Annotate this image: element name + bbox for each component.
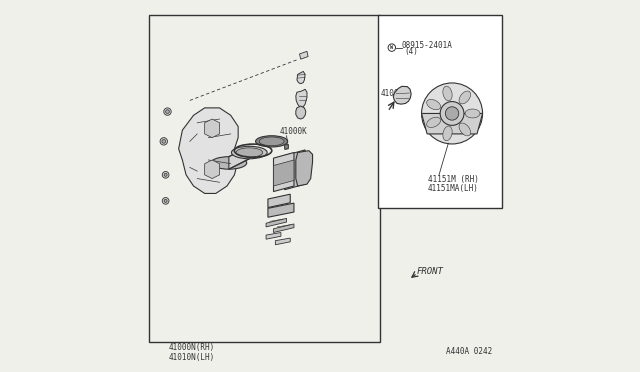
Text: 41000A: 41000A [381, 89, 409, 98]
Ellipse shape [160, 138, 168, 145]
Polygon shape [296, 151, 312, 186]
Polygon shape [296, 89, 307, 108]
Text: 41000K: 41000K [280, 127, 308, 136]
Text: A440A 0242: A440A 0242 [447, 347, 493, 356]
Text: 41151MA(LH): 41151MA(LH) [428, 184, 479, 193]
Polygon shape [297, 71, 305, 84]
Polygon shape [296, 106, 306, 119]
Polygon shape [378, 15, 502, 208]
Ellipse shape [164, 199, 167, 202]
Polygon shape [275, 238, 291, 245]
Ellipse shape [166, 110, 170, 113]
Text: (4): (4) [404, 47, 419, 56]
Polygon shape [268, 203, 294, 217]
Text: FRONT: FRONT [417, 267, 444, 276]
Ellipse shape [211, 157, 246, 169]
Polygon shape [273, 224, 294, 232]
Polygon shape [273, 153, 294, 192]
Polygon shape [285, 150, 305, 190]
Ellipse shape [232, 146, 267, 159]
Text: 41000N(RH): 41000N(RH) [168, 343, 215, 352]
Polygon shape [205, 119, 220, 138]
Ellipse shape [465, 109, 480, 118]
Polygon shape [300, 51, 308, 59]
Ellipse shape [236, 148, 262, 157]
Ellipse shape [285, 145, 289, 148]
Polygon shape [268, 194, 291, 208]
Ellipse shape [164, 108, 172, 115]
Ellipse shape [259, 137, 284, 146]
Polygon shape [285, 144, 289, 150]
Ellipse shape [255, 136, 288, 147]
Ellipse shape [427, 117, 440, 128]
Ellipse shape [163, 198, 169, 204]
Ellipse shape [440, 102, 464, 125]
Polygon shape [179, 108, 238, 193]
Ellipse shape [459, 91, 470, 104]
Text: 08915-2401A: 08915-2401A [402, 41, 452, 49]
Ellipse shape [162, 140, 166, 143]
Polygon shape [398, 90, 408, 102]
Polygon shape [266, 218, 287, 227]
Ellipse shape [163, 171, 169, 178]
Polygon shape [273, 160, 294, 186]
Text: W: W [390, 45, 394, 50]
Text: 41151M (RH): 41151M (RH) [428, 175, 479, 184]
Ellipse shape [445, 107, 459, 120]
Ellipse shape [459, 123, 470, 136]
Text: 41010N(LH): 41010N(LH) [168, 353, 215, 362]
Polygon shape [422, 113, 483, 134]
Ellipse shape [164, 173, 167, 176]
Ellipse shape [388, 44, 396, 51]
Polygon shape [266, 232, 281, 239]
Polygon shape [229, 146, 250, 169]
Ellipse shape [443, 126, 452, 141]
Ellipse shape [443, 86, 452, 101]
Ellipse shape [427, 99, 440, 110]
Polygon shape [394, 86, 411, 104]
Polygon shape [205, 160, 220, 179]
Ellipse shape [422, 83, 483, 144]
